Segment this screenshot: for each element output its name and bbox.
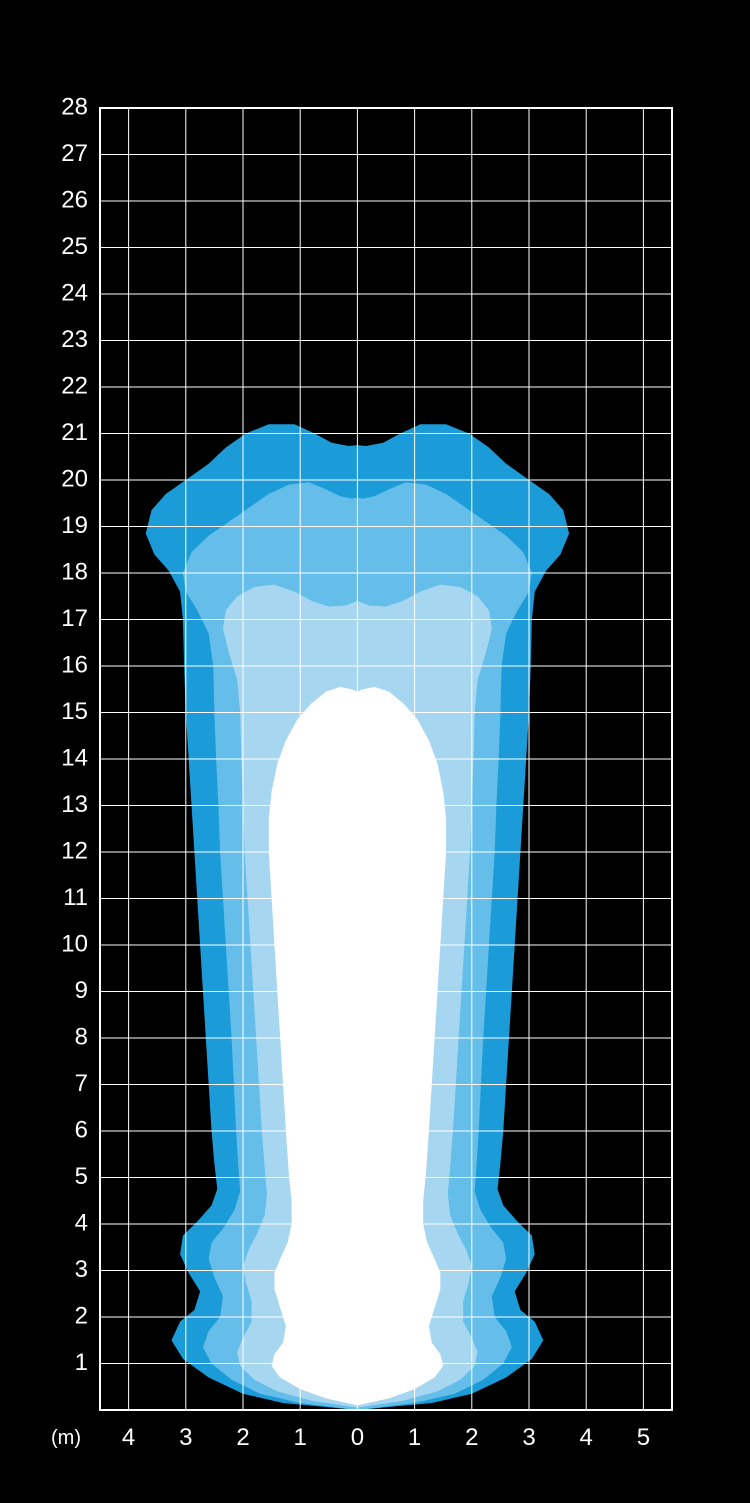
x-tick-label: 3 [179,1424,192,1451]
y-tick-label: 11 [63,884,88,911]
y-tick-label: 3 [75,1256,88,1283]
y-tick-label: 16 [61,651,88,678]
x-tick-label: 3 [522,1424,535,1451]
y-tick-label: 18 [61,558,88,585]
y-tick-label: 6 [75,1116,88,1143]
y-tick-label: 1 [75,1349,88,1376]
y-tick-label: 15 [61,698,88,725]
y-tick-label: 20 [61,465,88,492]
x-tick-label: 0 [351,1424,364,1451]
y-tick-label: 4 [75,1209,88,1236]
x-tick-label: 4 [122,1424,135,1451]
y-tick-label: 7 [75,1070,88,1097]
x-tick-label: 5 [637,1424,650,1451]
x-tick-label: 1 [408,1424,421,1451]
x-tick-label: 2 [465,1424,478,1451]
y-tick-label: 22 [61,372,88,399]
y-tick-label: 27 [61,140,88,167]
x-tick-label: 4 [580,1424,593,1451]
y-tick-label: 19 [61,512,88,539]
y-tick-label: 25 [61,233,88,260]
y-tick-label: 2 [75,1302,88,1329]
y-tick-label: 8 [75,1023,88,1050]
y-tick-label: 14 [61,744,88,771]
y-tick-label: 9 [75,977,88,1004]
unit-label: (m) [51,1427,81,1449]
y-tick-label: 5 [75,1163,88,1190]
y-tick-label: 13 [61,791,88,818]
y-tick-label: 17 [61,605,88,632]
y-tick-label: 12 [61,837,88,864]
y-tick-label: 28 [61,93,88,120]
x-tick-label: 2 [236,1424,249,1451]
x-tick-label: 1 [294,1424,307,1451]
y-tick-label: 10 [61,930,88,957]
beam-pattern-chart: 1234567891011121314151617181920212223242… [0,0,750,1503]
y-tick-label: 21 [61,419,88,446]
y-tick-label: 23 [61,326,88,353]
y-tick-label: 24 [61,279,88,306]
y-tick-label: 26 [61,186,88,213]
